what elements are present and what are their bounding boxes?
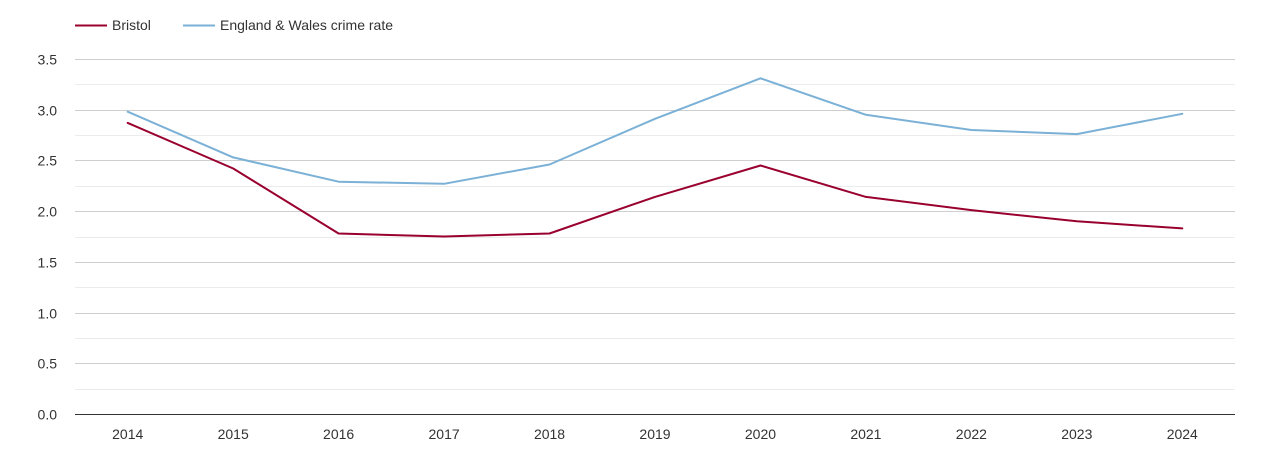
y-tick-label: 1.5 [38,255,58,271]
x-axis: 2014 2015 2016 2017 2018 2019 2020 2021 2022 2023… [75,414,1235,442]
x-tick-label: 2017 [429,426,460,442]
y-tick-label: 1.0 [38,306,58,322]
y-tick-label: 0.5 [38,356,58,372]
series-lines [126,77,1184,238]
series-line-england-wales-crime-rate [126,77,1184,185]
x-tick-label: 2022 [956,426,987,442]
x-tick-label: 2023 [1061,426,1092,442]
x-tick-label: 2016 [323,426,354,442]
x-tick-label: 2014 [112,426,143,442]
x-tick-label: 2015 [218,426,249,442]
y-tick-label: 0.0 [38,407,58,423]
x-tick-label: 2020 [745,426,776,442]
x-tick-label: 2019 [639,426,670,442]
y-axis: 0.0 0.5 1.0 1.5 2.0 2.5 3.0 3.5 [38,52,58,423]
legend-label: Bristol [112,17,151,33]
y-tick-label: 2.5 [38,153,58,169]
y-tick-label: 2.0 [38,204,58,220]
legend: Bristol England & Wales crime rate [75,17,393,33]
y-tick-label: 3.0 [38,103,58,119]
x-tick-label: 2024 [1167,426,1198,442]
x-tick-label: 2018 [534,426,565,442]
grid [75,59,1235,390]
series-line-bristol [126,121,1184,238]
legend-label: England & Wales crime rate [220,17,393,33]
y-tick-label: 3.5 [38,52,58,68]
x-tick-label: 2021 [850,426,881,442]
